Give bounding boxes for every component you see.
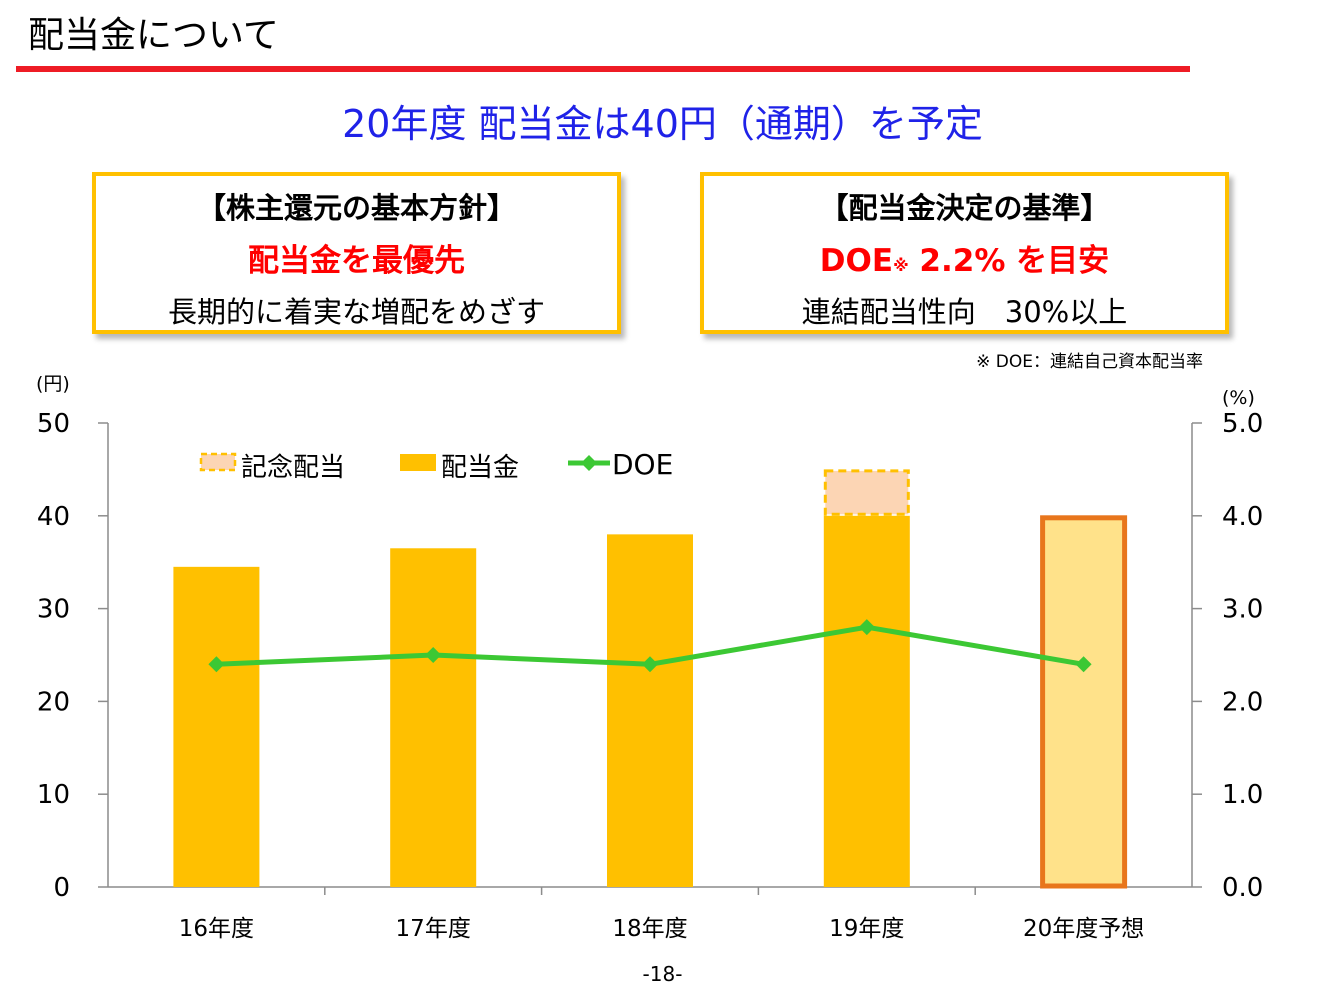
dividend-bar xyxy=(173,566,260,887)
chart-legend: 記念配当 配当金 DOE xyxy=(199,448,673,483)
shareholder-return-policy-box: 【株主還元の基本方針】 配当金を最優先 長期的に着実な増配をめざす xyxy=(92,172,621,334)
criteria-heading: 【配当金決定の基準】 xyxy=(819,191,1110,225)
legend-doe-label: DOE xyxy=(612,448,673,481)
page-number: -18- xyxy=(642,962,683,986)
policy-heading: 【株主還元の基本方針】 xyxy=(196,191,516,225)
commemorative-dividend-bar xyxy=(823,469,910,516)
criteria-note-mark: ※ xyxy=(893,256,909,275)
x-tick-label: 20年度予想 xyxy=(1023,916,1144,942)
doe-point xyxy=(642,656,658,673)
criteria-emphasis: DOE※ 2.2% を目安 xyxy=(704,240,1225,287)
y-right-tick-label: 2.0 xyxy=(1222,687,1263,717)
legend-dividend-swatch xyxy=(400,454,436,471)
y-right-tick-label: 1.0 xyxy=(1222,780,1263,810)
y-right-tick-label: 0.0 xyxy=(1222,873,1263,903)
dividend-bar xyxy=(390,548,477,887)
doe-point xyxy=(1075,656,1092,673)
page-title: 配当金について xyxy=(28,15,279,56)
forecast-dividend-bar xyxy=(1040,515,1128,889)
legend-doe-marker xyxy=(581,455,597,471)
x-tick-label: 19年度 xyxy=(829,916,904,942)
x-tick-label: 17年度 xyxy=(396,916,471,942)
y-left-unit: (円) xyxy=(36,373,70,395)
legend-dividend-label: 配当金 xyxy=(441,453,519,483)
y-left-tick-label: 20 xyxy=(37,687,70,717)
legend-commemorative-swatch xyxy=(199,452,237,472)
dividend-bar xyxy=(823,515,910,887)
doe-point xyxy=(208,656,225,673)
policy-detail: 長期的に着実な増配をめざす xyxy=(167,295,545,329)
y-left-tick-label: 10 xyxy=(37,780,70,810)
dividend-bar xyxy=(607,534,693,887)
doe-point xyxy=(858,619,875,636)
y-right-tick-label: 3.0 xyxy=(1222,595,1263,625)
y-right-unit: (%) xyxy=(1222,387,1255,409)
y-right-tick-label: 5.0 xyxy=(1222,409,1263,439)
y-left-tick-label: 0 xyxy=(53,873,70,903)
y-left-tick-label: 50 xyxy=(37,409,70,439)
y-left-tick-label: 30 xyxy=(37,595,70,625)
criteria-doe-target: 2.2% を目安 xyxy=(908,243,1110,279)
y-left-tick-label: 40 xyxy=(37,502,70,532)
policy-emphasis: 配当金を最優先 xyxy=(248,243,465,279)
y-right-tick-label: 4.0 xyxy=(1222,502,1263,532)
dividend-chart: 0 10 20 30 40 50 0.0 1.0 2.0 3.0 4.0 5.0 (円) (%) 16年度 1… xyxy=(36,373,1263,942)
chart-bars xyxy=(173,469,1128,889)
doe-point xyxy=(425,647,442,663)
doe-footnote: ※ DOE：連結自己資本配当率 xyxy=(976,352,1203,372)
dividend-criteria-box: 【配当金決定の基準】 DOE※ 2.2% を目安 連結配当性向 30%以上 xyxy=(700,172,1229,334)
chart-doe-line xyxy=(208,619,1092,673)
title-rule xyxy=(16,66,1190,72)
headline: 20年度 配当金は40円（通期）を予定 xyxy=(342,102,983,146)
x-tick-label: 16年度 xyxy=(179,916,254,942)
criteria-detail: 連結配当性向 30%以上 xyxy=(801,295,1128,329)
criteria-doe-label: DOE xyxy=(819,243,894,279)
chart-axes: 0 10 20 30 40 50 0.0 1.0 2.0 3.0 4.0 5.0 (円) (%) 16年度 1… xyxy=(36,373,1263,942)
legend-commemorative-label: 記念配当 xyxy=(241,453,345,483)
x-tick-label: 18年度 xyxy=(612,916,687,942)
